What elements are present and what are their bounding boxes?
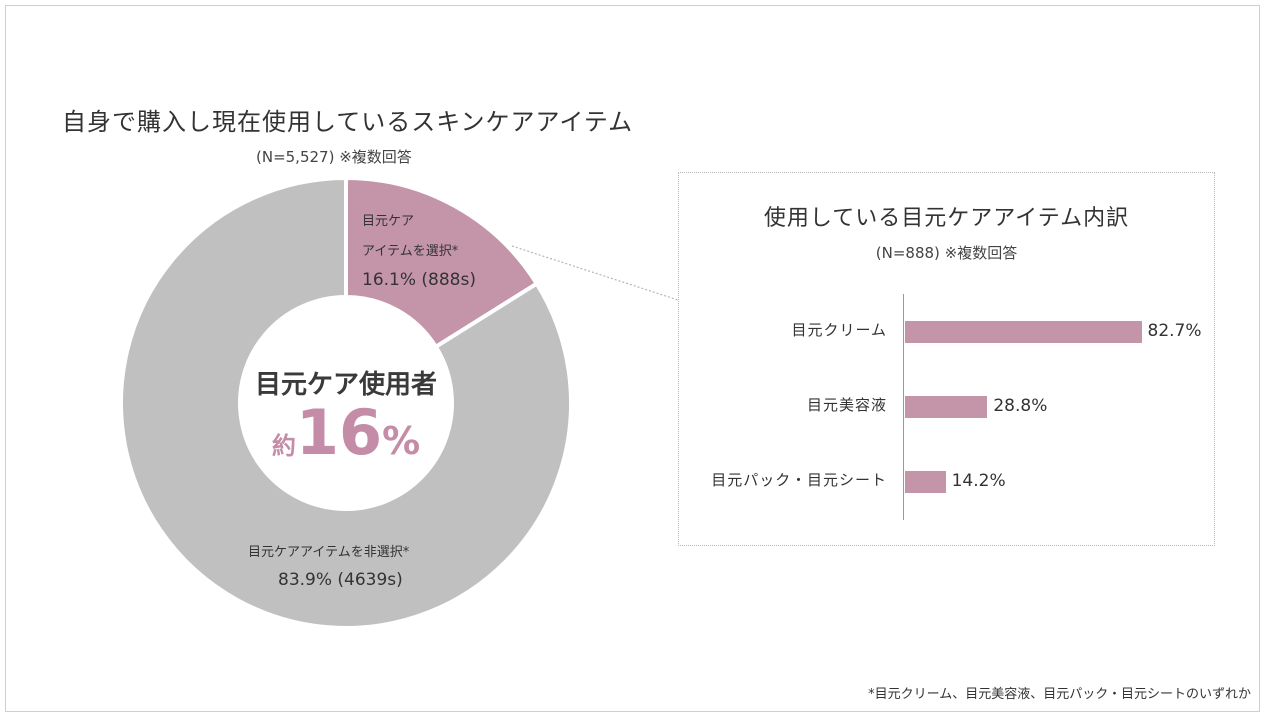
bar-value-label: 28.8%: [993, 396, 1048, 416]
donut-center-heading: 目元ケア使用者: [254, 370, 437, 400]
slice-label-selected-line2: アイテムを選択*: [362, 244, 459, 259]
bar-value-label: 14.2%: [951, 471, 1006, 491]
bar-eye-serum: [905, 396, 988, 418]
donut-center-number: 16: [295, 396, 383, 469]
bar-category-label: 目元美容液: [806, 396, 887, 414]
donut-center-value: 約16%: [246, 400, 446, 466]
bar-chart-axis: [903, 294, 904, 520]
slice-label-not-selected: 目元ケアアイテムを非選択*: [248, 545, 410, 560]
bar-category-label: 目元クリーム: [791, 321, 887, 339]
slice-value-selected: 16.1% (888s): [362, 270, 476, 290]
bar-chart-subtitle: (N=888) ※複数回答: [875, 244, 1018, 262]
slice-label-selected-line1: 目元ケア: [362, 214, 415, 229]
donut-center-unit: %: [382, 419, 421, 463]
bar-category-label: 目元パック・目元シート: [711, 471, 887, 489]
bar-eye-mask-sheet: [905, 471, 946, 493]
footnote: *目元クリーム、目元美容液、目元パック・目元シートのいずれか: [868, 687, 1251, 702]
bar-value-label: 82.7%: [1147, 321, 1202, 341]
pie-chart-title: 自身で購入し現在使用しているスキンケアアイテム: [62, 108, 634, 136]
donut-center-prefix: 約: [271, 432, 296, 460]
breakdown-callout-box: [678, 172, 1215, 546]
callout-connector-line: [511, 245, 679, 301]
bar-eye-cream: [905, 321, 1142, 343]
bar-chart-title: 使用している目元ケアアイテム内訳: [763, 206, 1130, 231]
pie-slice-not-selected: [119, 175, 573, 630]
pie-chart-subtitle: (N=5,527) ※複数回答: [256, 148, 412, 166]
slice-value-not-selected: 83.9% (4639s): [278, 570, 403, 590]
pie-slice-selected: [344, 175, 540, 350]
chart-frame: [5, 5, 1260, 712]
